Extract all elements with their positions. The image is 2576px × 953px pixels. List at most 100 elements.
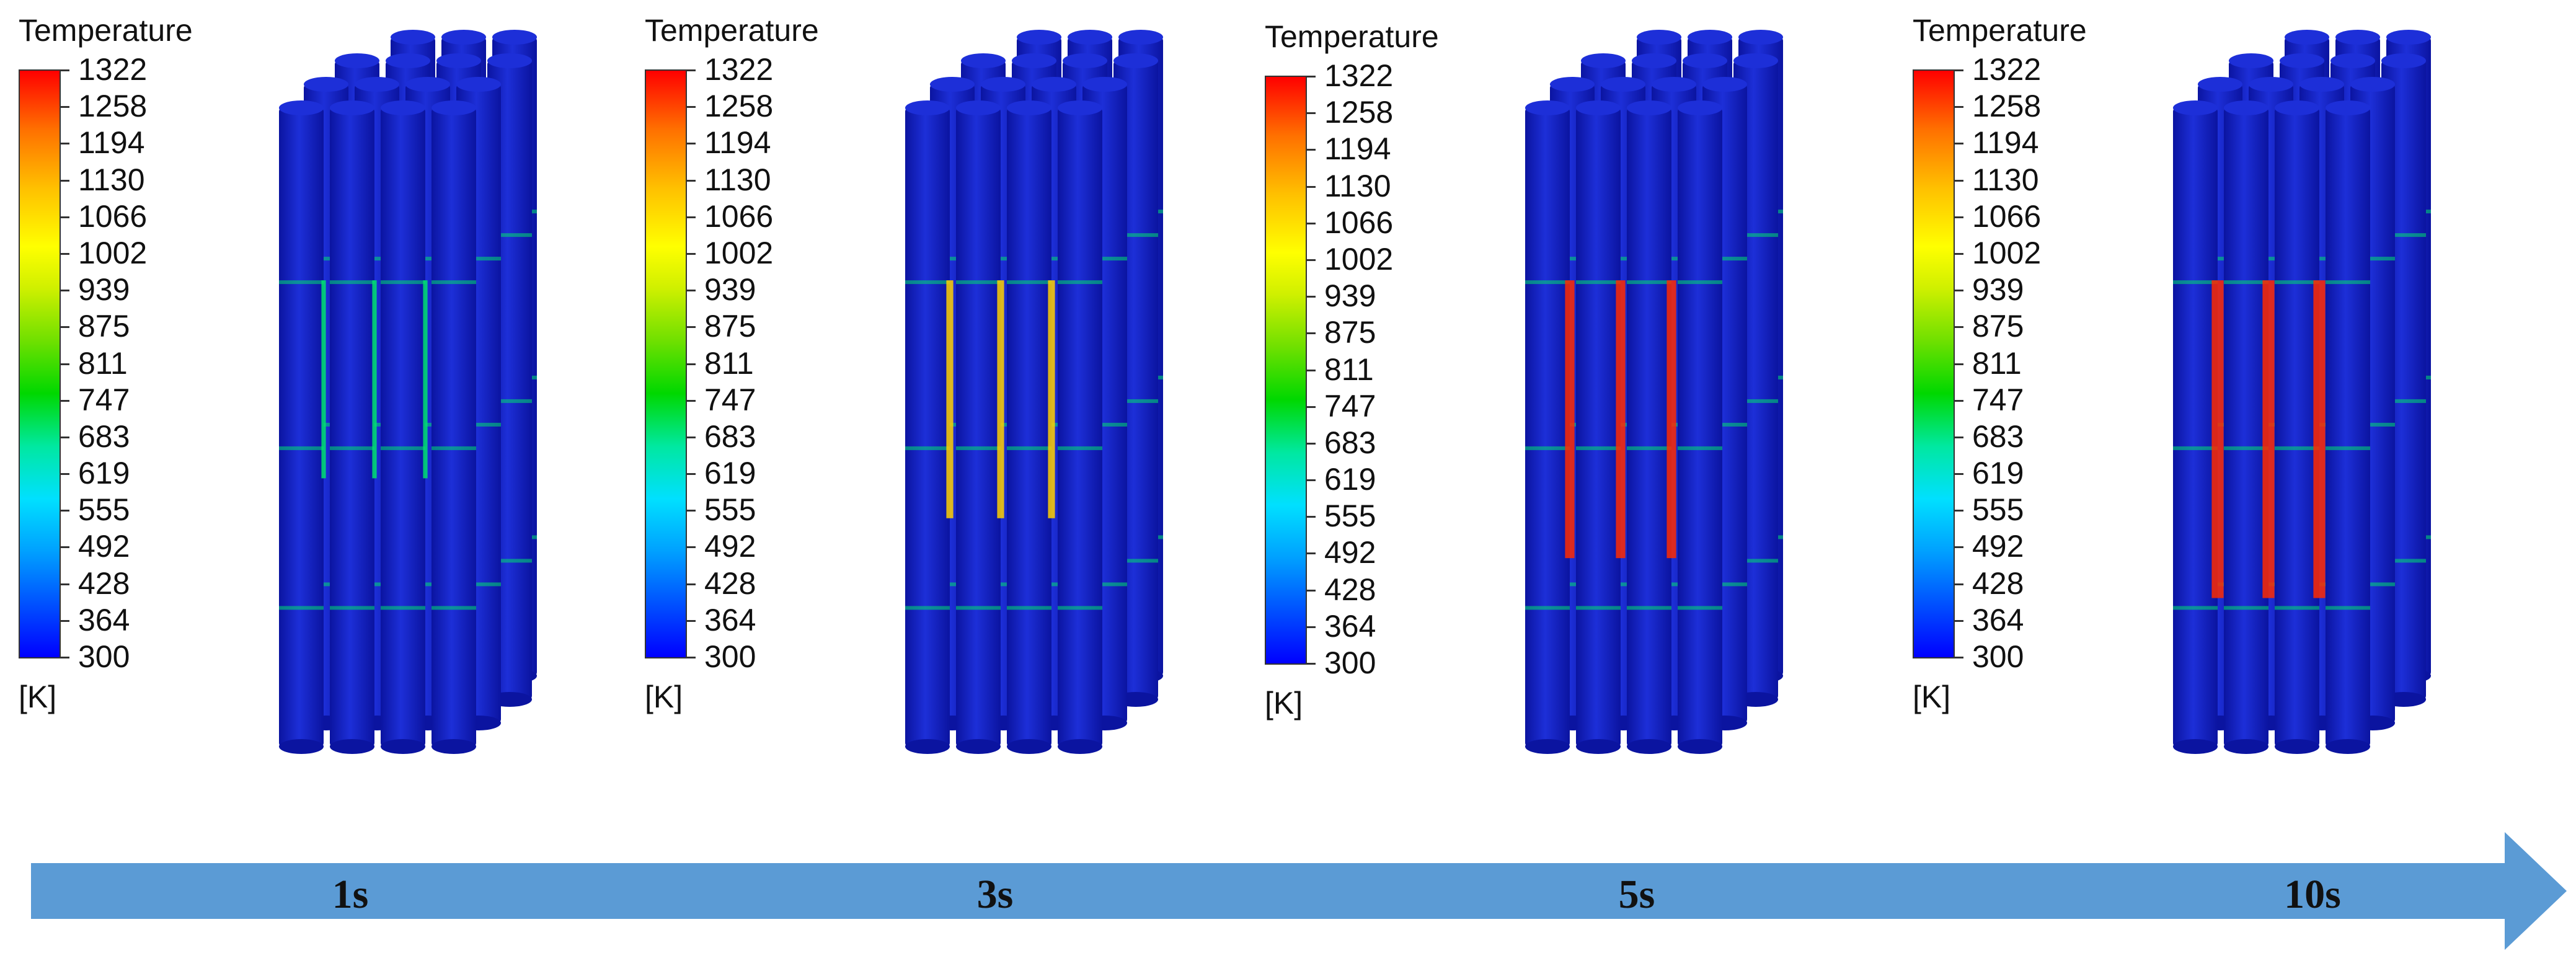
- legend-tick-label: 1066: [78, 198, 148, 234]
- legend-tick-mark: [1307, 589, 1316, 592]
- legend-tick-mark: [687, 69, 696, 71]
- legend-title: Temperature: [645, 13, 819, 48]
- legend-tick-label: 1130: [704, 162, 771, 197]
- legend-tick-label: 1002: [1324, 241, 1394, 277]
- legend-tick-mark: [687, 546, 696, 549]
- legend-tick-label: 811: [78, 345, 128, 381]
- legend-tick-mark: [1307, 222, 1316, 224]
- fuel-rod: [1007, 100, 1055, 754]
- legend-tick-label: 683: [1324, 425, 1376, 460]
- legend-tick-label: 1130: [1324, 168, 1391, 203]
- legend-tick-label: 1322: [1324, 58, 1394, 93]
- legend-tick-label: 619: [704, 456, 756, 491]
- fuel-rod: [1058, 100, 1102, 754]
- legend-tick-label: 619: [78, 456, 130, 491]
- legend-tick-label: 300: [1972, 639, 2024, 674]
- fuel-rod: [432, 100, 476, 754]
- temperature-legend: Temperature 1322 1258 1194 1130 1066 1002 939 8…: [1913, 12, 2173, 732]
- panel-10s: Temperature 1322 1258 1194 1130 1066 1002 939 8…: [1913, 0, 2557, 834]
- fuel-rod: [2275, 100, 2326, 754]
- legend-tick-mark: [687, 436, 696, 438]
- fuel-rod: [1525, 100, 1575, 754]
- legend-tick-label: 300: [704, 639, 756, 674]
- legend-tick-mark: [1307, 149, 1316, 151]
- legend-tick-label: 428: [1324, 572, 1376, 607]
- legend-tick-mark: [687, 583, 696, 585]
- fuel-rod: [381, 100, 428, 754]
- legend-tick-mark: [687, 106, 696, 109]
- legend-tick-label: 1002: [78, 235, 148, 270]
- legend-tick-label: 939: [704, 272, 756, 308]
- legend-tick-label: 428: [704, 565, 756, 601]
- legend-tick-mark: [1307, 663, 1316, 665]
- legend-unit: [K]: [1913, 680, 1951, 714]
- legend-tick-label: 492: [78, 529, 130, 564]
- legend-tick-label: 1258: [1972, 89, 2042, 124]
- legend-tick-mark: [1307, 406, 1316, 408]
- legend-tick-label: 1130: [78, 162, 145, 197]
- legend-tick-mark: [1955, 216, 1963, 218]
- legend-tick-mark: [61, 252, 69, 255]
- legend-title: Temperature: [1913, 13, 2087, 48]
- legend-tick-mark: [1307, 516, 1316, 518]
- legend-tick-mark: [61, 216, 69, 218]
- legend-tick-mark: [61, 143, 69, 145]
- legend-tick-mark: [61, 106, 69, 109]
- legend-tick-label: 875: [1324, 315, 1376, 350]
- legend-tick-mark: [1307, 479, 1316, 482]
- time-label-5s: 5s: [1618, 872, 1655, 917]
- legend-tick-label: 939: [1972, 272, 2024, 308]
- rod-bundle-render: [2173, 30, 2431, 754]
- legend-tick-label: 428: [78, 565, 130, 601]
- legend-tick-mark: [1955, 363, 1963, 365]
- time-label-10s: 10s: [2284, 872, 2341, 917]
- legend-tick-mark: [1955, 546, 1963, 549]
- legend-tick-label: 747: [78, 382, 130, 417]
- colorbar: [1913, 69, 1955, 658]
- legend-tick-mark: [61, 546, 69, 549]
- legend-tick-label: 428: [1972, 565, 2024, 601]
- legend-tick-mark: [1955, 69, 1963, 71]
- legend-tick-mark: [687, 473, 696, 476]
- time-label-3s: 3s: [976, 872, 1014, 917]
- legend-tick-label: 747: [1324, 388, 1376, 423]
- legend-tick-mark: [61, 436, 69, 438]
- colorbar: [19, 69, 61, 658]
- legend-tick-mark: [61, 363, 69, 365]
- legend-tick-label: 1258: [1324, 95, 1394, 130]
- legend-tick-label: 875: [704, 309, 756, 344]
- legend-tick-mark: [687, 619, 696, 622]
- rod-bundle-render: [1525, 30, 1783, 754]
- legend-tick-label: 1194: [704, 125, 771, 161]
- legend-title: Temperature: [19, 13, 193, 48]
- legend-tick-mark: [1307, 626, 1316, 628]
- legend-tick-mark: [687, 179, 696, 182]
- legend-tick-label: 939: [78, 272, 130, 308]
- legend-tick-mark: [687, 510, 696, 512]
- legend-tick-mark: [61, 473, 69, 476]
- legend-tick-mark: [1955, 399, 1963, 402]
- legend-tick-label: 1194: [1324, 131, 1391, 167]
- panel-1s: Temperature 1322 1258 1194 1130 1066 1002 939 8…: [19, 0, 663, 834]
- temperature-legend: Temperature 1322 1258 1194 1130 1066 1002 939 8…: [19, 12, 279, 732]
- legend-tick-label: 683: [704, 419, 756, 454]
- legend-tick-label: 811: [1324, 352, 1374, 387]
- legend-tick-mark: [687, 252, 696, 255]
- legend-tick-mark: [1955, 290, 1963, 292]
- fuel-rod: [2326, 100, 2370, 754]
- legend-tick-label: 555: [1324, 499, 1376, 534]
- legend-tick-mark: [61, 69, 69, 71]
- legend-tick-label: 875: [1972, 309, 2024, 344]
- legend-tick-mark: [1955, 473, 1963, 476]
- time-label-1s: 1s: [332, 872, 369, 917]
- legend-tick-mark: [61, 510, 69, 512]
- legend-tick-label: 492: [1324, 535, 1376, 570]
- legend-tick-label: 1258: [78, 89, 148, 124]
- legend-tick-label: 492: [704, 529, 756, 564]
- legend-tick-mark: [687, 143, 696, 145]
- legend-tick-mark: [1307, 332, 1316, 335]
- legend-tick-mark: [687, 326, 696, 329]
- legend-tick-label: 1322: [78, 52, 148, 87]
- fuel-rod: [1576, 100, 1626, 754]
- fuel-rod: [956, 100, 1004, 754]
